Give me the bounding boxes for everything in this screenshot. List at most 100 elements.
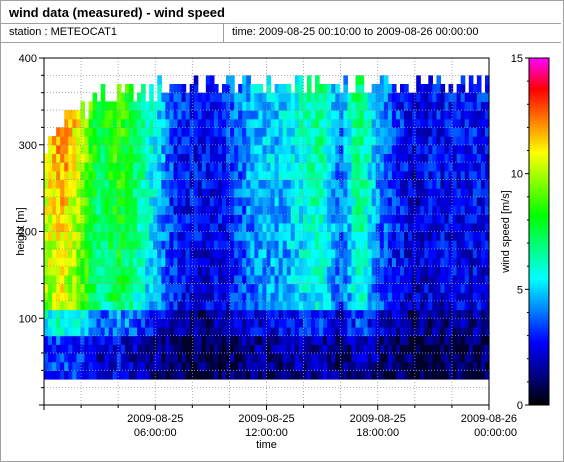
heatmap-cell — [480, 110, 486, 120]
heatmap-cell — [290, 292, 296, 302]
heatmap-cell — [395, 335, 401, 345]
heatmap-cell — [209, 248, 215, 259]
time-range-label: time: 2009-08-25 00:10:00 to 2009-08-26 … — [232, 26, 479, 38]
heatmap-cell — [205, 127, 211, 137]
heatmap-cell — [88, 110, 94, 120]
heatmap-cell — [120, 352, 126, 363]
heatmap-cell — [64, 318, 69, 328]
heatmap-cell — [209, 300, 215, 311]
heatmap-cell — [133, 361, 138, 371]
heatmap-cell — [387, 231, 393, 241]
heatmap-cell — [343, 170, 349, 181]
heatmap-cell — [246, 318, 251, 328]
heatmap-cell — [52, 266, 57, 276]
heatmap-cell — [80, 101, 86, 111]
heatmap-cell — [319, 214, 324, 224]
heatmap-cell — [472, 318, 478, 328]
heatmap-cell — [88, 274, 94, 285]
heatmap-cell — [177, 266, 183, 276]
heatmap-cell — [205, 240, 211, 250]
heatmap-cell — [408, 318, 413, 328]
heatmap-cell — [116, 101, 122, 111]
heatmap-cell — [266, 240, 272, 250]
heatmap-cell — [141, 344, 146, 354]
heatmap-cell — [319, 110, 324, 120]
heatmap-cell — [213, 110, 219, 120]
heatmap-cell — [124, 196, 130, 207]
heatmap-cell — [311, 318, 316, 328]
heatmap-cell — [68, 274, 73, 285]
heatmap-cell — [80, 127, 86, 137]
heatmap-cell — [209, 196, 215, 207]
heatmap-cell — [189, 205, 195, 215]
heatmap-cell — [197, 188, 203, 198]
heatmap-cell — [395, 248, 401, 259]
heatmap-cell — [274, 309, 280, 319]
heatmap-cell — [436, 144, 442, 155]
heatmap-cell — [484, 352, 490, 363]
heatmap-cell — [226, 283, 231, 293]
heatmap-cell — [116, 240, 122, 250]
heatmap-cell — [355, 153, 361, 163]
heatmap-cell — [177, 361, 183, 371]
heatmap-cell — [197, 153, 203, 163]
heatmap-cell — [436, 127, 442, 137]
heatmap-cell — [315, 240, 320, 250]
heatmap-cell — [323, 144, 328, 155]
heatmap-cell — [238, 283, 243, 293]
heatmap-cell — [88, 344, 94, 354]
heatmap-cell — [371, 214, 377, 224]
heatmap-cell — [460, 292, 466, 302]
heatmap-cell — [112, 101, 118, 111]
heatmap-cell — [464, 240, 470, 250]
heatmap-cell — [306, 153, 312, 163]
heatmap-cell — [226, 292, 231, 302]
heatmap-cell — [96, 144, 102, 155]
heatmap-cell — [165, 92, 171, 102]
heatmap-cell — [197, 292, 203, 302]
heatmap-cell — [48, 188, 53, 198]
heatmap-cell — [351, 92, 357, 102]
heatmap-cell — [120, 205, 126, 215]
heatmap-cell — [387, 170, 393, 181]
heatmap-cell — [161, 127, 166, 137]
heatmap-cell — [363, 344, 369, 354]
heatmap-cell — [319, 101, 324, 111]
heatmap-cell — [181, 136, 187, 146]
heatmap-cell — [359, 283, 365, 293]
heatmap-cell — [286, 101, 292, 111]
heatmap-cell — [185, 101, 191, 111]
heatmap-cell — [92, 300, 98, 311]
heatmap-cell — [72, 361, 77, 371]
heatmap-cell — [201, 205, 207, 215]
heatmap-cell — [375, 266, 381, 276]
heatmap-cell — [266, 300, 272, 311]
heatmap-cell — [387, 136, 393, 146]
heatmap-cell — [323, 196, 328, 207]
heatmap-cell — [72, 188, 77, 198]
heatmap-cell — [416, 75, 421, 85]
heatmap-cell — [213, 153, 219, 163]
heatmap-cell — [420, 335, 425, 345]
heatmap-cell — [234, 248, 239, 259]
heatmap-cell — [262, 92, 268, 102]
heatmap-cell — [266, 335, 272, 345]
heatmap-cell — [379, 196, 385, 207]
heatmap-cell — [222, 231, 227, 241]
heatmap-cell — [319, 92, 324, 102]
heatmap-cell — [351, 127, 357, 137]
heatmap-cell — [141, 231, 146, 241]
heatmap-cell — [68, 309, 73, 319]
heatmap-cell — [173, 101, 179, 111]
heatmap-cell — [205, 84, 211, 94]
heatmap-cell — [476, 257, 482, 267]
heatmap-cell — [432, 283, 438, 293]
heatmap-cell — [339, 170, 344, 181]
heatmap-cell — [428, 248, 433, 259]
heatmap-cell — [116, 283, 122, 293]
heatmap-cell — [363, 283, 369, 293]
heatmap-cell — [242, 179, 247, 189]
heatmap-cell — [48, 283, 53, 293]
heatmap-cell — [145, 266, 150, 276]
heatmap-cell — [472, 153, 478, 163]
